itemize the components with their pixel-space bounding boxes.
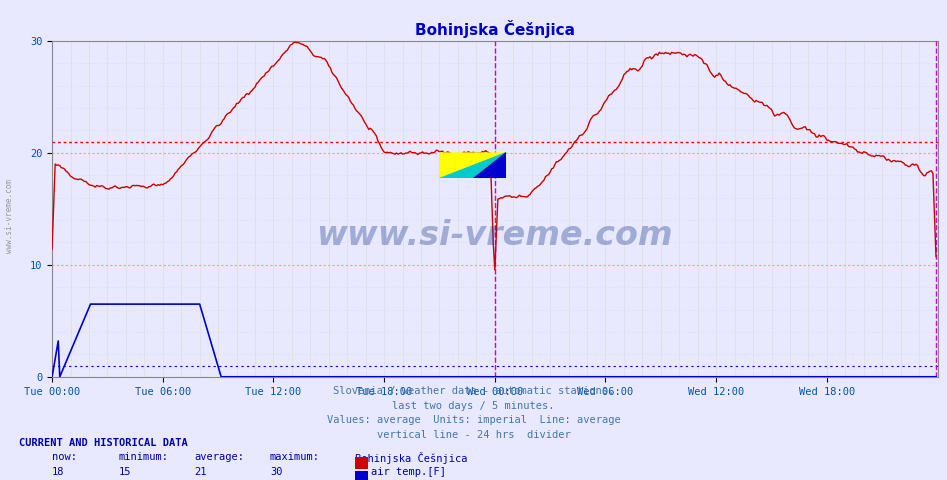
Text: last two days / 5 minutes.: last two days / 5 minutes. [392,401,555,411]
Text: 30: 30 [270,467,282,477]
Text: www.si-vreme.com: www.si-vreme.com [5,179,14,253]
Polygon shape [439,152,507,178]
Text: 21: 21 [194,467,206,477]
Text: vertical line - 24 hrs  divider: vertical line - 24 hrs divider [377,430,570,440]
Title: Bohinjska Češnjica: Bohinjska Češnjica [415,20,575,38]
Text: Bohinjska Češnjica: Bohinjska Češnjica [355,452,468,464]
Text: www.si-vreme.com: www.si-vreme.com [316,219,673,252]
Polygon shape [473,152,507,178]
Text: CURRENT AND HISTORICAL DATA: CURRENT AND HISTORICAL DATA [19,438,188,448]
Text: air temp.[F]: air temp.[F] [371,467,446,477]
Text: average:: average: [194,452,244,462]
Polygon shape [439,152,507,178]
Text: 18: 18 [52,467,64,477]
Text: Slovenia / weather data - automatic stations.: Slovenia / weather data - automatic stat… [333,386,614,396]
Text: minimum:: minimum: [118,452,169,462]
Text: Values: average  Units: imperial  Line: average: Values: average Units: imperial Line: av… [327,415,620,425]
Text: 15: 15 [118,467,131,477]
Text: maximum:: maximum: [270,452,320,462]
Text: now:: now: [52,452,77,462]
